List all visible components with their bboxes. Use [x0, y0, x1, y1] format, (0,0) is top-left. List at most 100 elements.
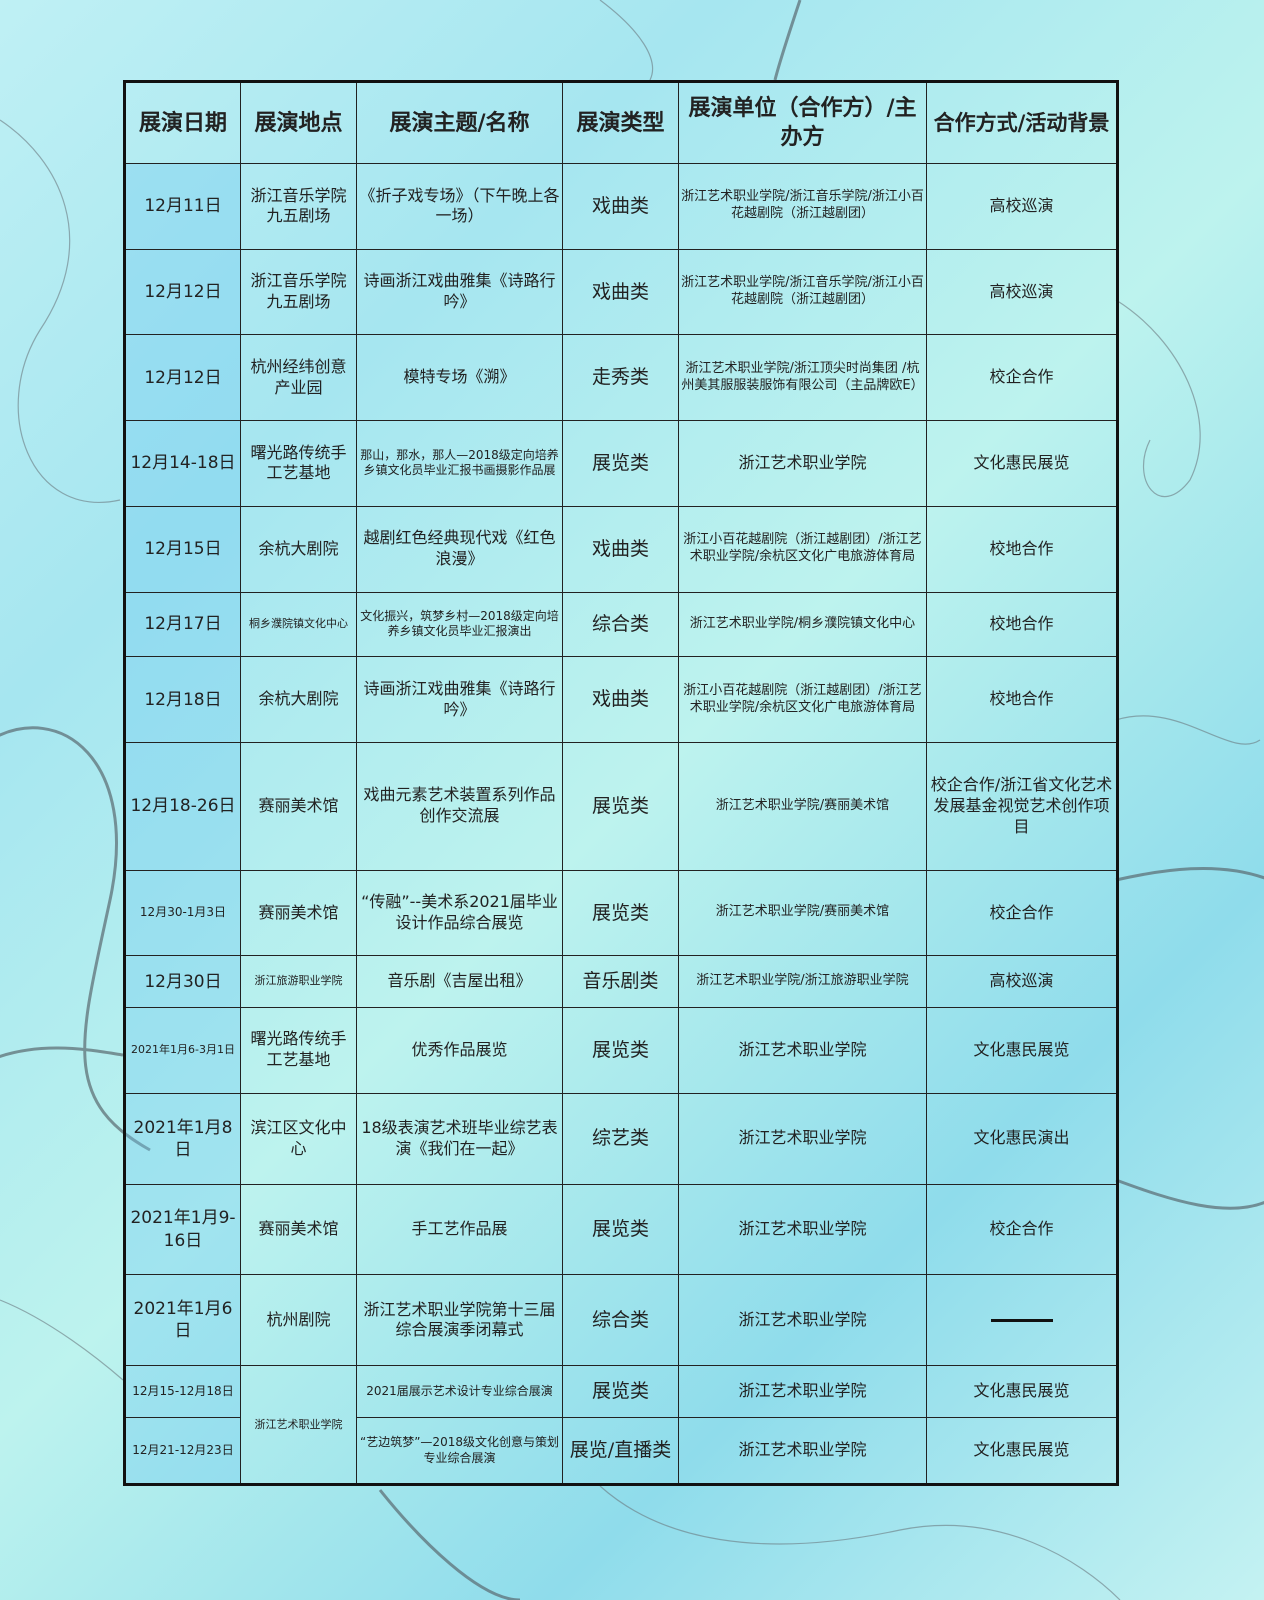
dash-mark [990, 1319, 1053, 1323]
cell-type: 综艺类 [562, 1092, 679, 1185]
header-cooperation: 合作方式/活动背景 [926, 81, 1118, 164]
cell-org: 浙江艺术职业学院/浙江音乐学院/浙江小百花越剧院（浙江越剧团） [678, 248, 927, 336]
cell-coop: 校地合作 [926, 591, 1118, 658]
cell-place: 曙光路传统手工艺基地 [240, 420, 357, 507]
cell-type: 展览/直播类 [562, 1417, 679, 1485]
cell-org: 浙江艺术职业学院/赛丽美术馆 [678, 741, 927, 871]
cell-coop: 文化惠民展览 [926, 1365, 1118, 1419]
cell-org: 浙江艺术职业学院 [678, 1274, 927, 1367]
cell-date: 12月15-12月18日 [124, 1365, 241, 1419]
cell-coop: 校地合作 [926, 656, 1118, 743]
cell-date: 12月18-26日 [124, 741, 241, 871]
cell-org: 浙江艺术职业学院 [678, 1365, 927, 1419]
cell-date: 2021年1月6-3月1日 [124, 1006, 241, 1094]
cell-coop: 校企合作/浙江省文化艺术发展基金视觉艺术创作项目 [926, 741, 1118, 871]
header-organizer: 展演单位（合作方）/主办方 [678, 81, 927, 164]
cell-date: 2021年1月6日 [124, 1274, 241, 1367]
cell-type: 展览类 [562, 1365, 679, 1419]
cell-title: 那山，那水，那人—2018级定向培养乡镇文化员毕业汇报书画摄影作品展 [356, 420, 563, 507]
cell-type: 走秀类 [562, 334, 679, 422]
cell-place: 桐乡濮院镇文化中心 [240, 591, 357, 658]
cell-coop: 校企合作 [926, 869, 1118, 957]
cell-coop: 高校巡演 [926, 163, 1118, 250]
cell-date: 12月15日 [124, 505, 241, 593]
cell-title: 越剧红色经典现代戏《红色浪漫》 [356, 505, 563, 593]
header-place: 展演地点 [240, 81, 357, 164]
cell-type: 综合类 [562, 1274, 679, 1367]
cell-type: 戏曲类 [562, 505, 679, 593]
cell-title: 优秀作品展览 [356, 1006, 563, 1094]
cell-date: 2021年1月8日 [124, 1092, 241, 1185]
table-row: 12月14-18日 曙光路传统手工艺基地 那山，那水，那人—2018级定向培养乡镇文… [124, 420, 1118, 507]
cell-date: 12月12日 [124, 334, 241, 422]
cell-org: 浙江艺术职业学院/浙江旅游职业学院 [678, 955, 927, 1008]
cell-org: 浙江艺术职业学院/赛丽美术馆 [678, 869, 927, 957]
cell-place: 余杭大剧院 [240, 505, 357, 593]
cell-title: 《折子戏专场》（下午晚上各一场） [356, 163, 563, 250]
cell-org: 浙江艺术职业学院/浙江音乐学院/浙江小百花越剧院（浙江越剧团） [678, 163, 927, 250]
table-row: 12月18日 余杭大剧院 诗画浙江戏曲雅集《诗路行吟》 戏曲类 浙江小百花越剧院（浙江越… [124, 656, 1118, 743]
cell-org: 浙江小百花越剧院（浙江越剧团）/浙江艺术职业学院/余杭区文化广电旅游体育局 [678, 656, 927, 743]
cell-date: 12月30日 [124, 955, 241, 1008]
table-row: 12月11日 浙江音乐学院九五剧场 《折子戏专场》（下午晚上各一场） 戏曲类 浙江艺术职… [124, 163, 1118, 250]
table-row: 12月12日 杭州经纬创意产业园 模特专场《溯》 走秀类 浙江艺术职业学院/浙江顶尖时尚… [124, 334, 1118, 422]
cell-coop: 校企合作 [926, 1183, 1118, 1276]
cell-date: 12月30-1月3日 [124, 869, 241, 957]
cell-coop: 高校巡演 [926, 955, 1118, 1008]
cell-title: 诗画浙江戏曲雅集《诗路行吟》 [356, 656, 563, 743]
table-row: 2021年1月9-16日 赛丽美术馆 手工艺作品展 展览类 浙江艺术职业学院 校企合作 [124, 1183, 1118, 1276]
cell-date: 12月12日 [124, 248, 241, 336]
table-row: 12月12日 浙江音乐学院九五剧场 诗画浙江戏曲雅集《诗路行吟》 戏曲类 浙江艺术职业学… [124, 248, 1118, 336]
cell-type: 展览类 [562, 1006, 679, 1094]
cell-title: 诗画浙江戏曲雅集《诗路行吟》 [356, 248, 563, 336]
cell-place: 杭州剧院 [240, 1274, 357, 1367]
cell-coop: 高校巡演 [926, 248, 1118, 336]
table-row: 12月18-26日 赛丽美术馆 戏曲元素艺术装置系列作品创作交流展 展览类 浙江艺术职业… [124, 741, 1118, 871]
cell-title: 戏曲元素艺术装置系列作品创作交流展 [356, 741, 563, 871]
cell-type: 展览类 [562, 420, 679, 507]
table-row: 2021年1月6-3月1日 曙光路传统手工艺基地 优秀作品展览 展览类 浙江艺术职业学院… [124, 1006, 1118, 1094]
cell-title: 2021届展示艺术设计专业综合展演 [356, 1365, 563, 1419]
cell-org: 浙江艺术职业学院 [678, 1417, 927, 1485]
cell-title: 模特专场《溯》 [356, 334, 563, 422]
cell-place: 曙光路传统手工艺基地 [240, 1006, 357, 1094]
cell-place: 浙江艺术职业学院 [240, 1365, 357, 1485]
cell-org: 浙江艺术职业学院/浙江顶尖时尚集团 /杭州美其服服装服饰有限公司（主品牌欧E） [678, 334, 927, 422]
cell-title: 手工艺作品展 [356, 1183, 563, 1276]
cell-coop: 文化惠民展览 [926, 1006, 1118, 1094]
header-date: 展演日期 [124, 81, 241, 164]
cell-place: 杭州经纬创意产业园 [240, 334, 357, 422]
cell-type: 展览类 [562, 1183, 679, 1276]
table-row: 12月15-12月18日 浙江艺术职业学院 2021届展示艺术设计专业综合展演 展览类… [124, 1365, 1118, 1485]
cell-title: 18级表演艺术班毕业综艺表演《我们在一起》 [356, 1092, 563, 1185]
cell-date: 12月17日 [124, 591, 241, 658]
cell-type: 戏曲类 [562, 248, 679, 336]
header-type: 展演类型 [562, 81, 679, 164]
table-row: 12月30日 浙江旅游职业学院 音乐剧《吉屋出租》 音乐剧类 浙江艺术职业学院/浙江旅游… [124, 955, 1118, 1008]
cell-title: “艺边筑梦”—2018级文化创意与策划专业综合展演 [356, 1417, 563, 1485]
cell-place: 浙江音乐学院九五剧场 [240, 163, 357, 250]
cell-type: 综合类 [562, 591, 679, 658]
header-title: 展演主题/名称 [356, 81, 563, 164]
cell-date: 2021年1月9-16日 [124, 1183, 241, 1276]
table-row: 12月21-12月23日 “艺边筑梦”—2018级文化创意与策划专业综合展演 展览/… [124, 1417, 1118, 1485]
cell-coop: 文化惠民演出 [926, 1092, 1118, 1185]
cell-title: 文化振兴，筑梦乡村—2018级定向培养乡镇文化员毕业汇报演出 [356, 591, 563, 658]
cell-place: 滨江区文化中心 [240, 1092, 357, 1185]
table-row: 12月17日 桐乡濮院镇文化中心 文化振兴，筑梦乡村—2018级定向培养乡镇文化员毕… [124, 591, 1118, 658]
cell-place: 浙江旅游职业学院 [240, 955, 357, 1008]
cell-coop: 校地合作 [926, 505, 1118, 593]
cell-type: 戏曲类 [562, 656, 679, 743]
header-row: 展演日期 展演地点 展演主题/名称 展演类型 展演单位（合作方）/主办方 合作方… [124, 81, 1118, 164]
cell-org: 浙江小百花越剧院（浙江越剧团）/浙江艺术职业学院/余杭区文化广电旅游体育局 [678, 505, 927, 593]
cell-org: 浙江艺术职业学院 [678, 1006, 927, 1094]
table-row: 12月15日 余杭大剧院 越剧红色经典现代戏《红色浪漫》 戏曲类 浙江小百花越剧院（浙江… [124, 505, 1118, 593]
cell-place: 浙江音乐学院九五剧场 [240, 248, 357, 336]
cell-type: 音乐剧类 [562, 955, 679, 1008]
cell-org: 浙江艺术职业学院/桐乡濮院镇文化中心 [678, 591, 927, 658]
cell-place: 赛丽美术馆 [240, 741, 357, 871]
cell-type: 戏曲类 [562, 163, 679, 250]
cell-date: 12月11日 [124, 163, 241, 250]
cell-place: 赛丽美术馆 [240, 1183, 357, 1276]
